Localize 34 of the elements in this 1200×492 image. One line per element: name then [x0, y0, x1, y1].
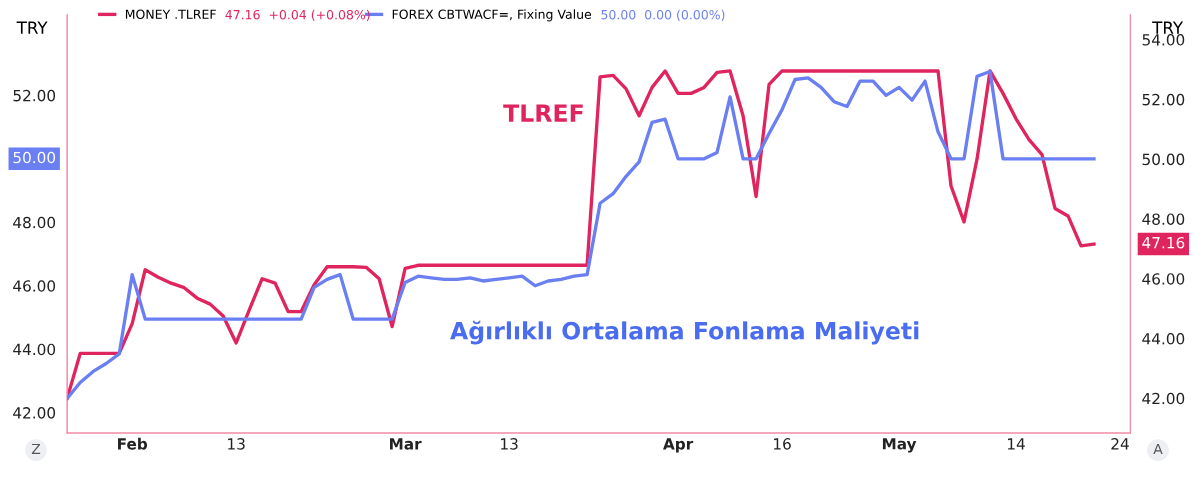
- y2-tick-label: 50.00: [1142, 153, 1185, 166]
- y-tick-label: 42.00: [13, 407, 56, 419]
- y-tick-label: 52.00: [13, 89, 56, 102]
- x-tick-label: 13: [501, 438, 518, 450]
- x-tick-label: 14: [1007, 438, 1025, 450]
- annotation: Ağırlıklı Ortalama Fonlama Maliyeti: [450, 320, 919, 345]
- text: 50.00: [13, 151, 56, 164]
- y2-tick-label: 48.00: [1142, 213, 1185, 225]
- y2-tick-label: 54.00: [1142, 34, 1185, 46]
- line-series: [67, 69, 1096, 400]
- annotation: 47.16 +0.04 (+0.08%): [225, 9, 370, 21]
- x-tick-label: Apr: [663, 438, 694, 453]
- y-tick-label: 48.00: [13, 216, 56, 229]
- y-axis-title: TRY: [16, 21, 48, 34]
- y-tick-label: 46.00: [13, 280, 56, 292]
- x-tick-label: May: [882, 438, 917, 453]
- legend-label: FOREX CBTWACF=, Fixing Value: [392, 9, 592, 22]
- x-tick-label: Feb: [118, 437, 148, 450]
- y2-tick-label: 42.00: [1142, 392, 1185, 405]
- annotation: TLREF: [503, 104, 583, 122]
- y-tick-label: 44.00: [13, 343, 56, 356]
- x-tick-label: Mar: [390, 438, 422, 450]
- y2-tick-label: 44.00: [1142, 332, 1185, 345]
- text: A: [1153, 443, 1163, 455]
- x-tick-label: 16: [774, 438, 791, 450]
- annotation: 50.00 0.00 (0.00%): [601, 9, 725, 21]
- text: Z: [31, 443, 41, 455]
- x-tick-label: 24: [1111, 438, 1129, 450]
- text: 47.16: [1142, 236, 1185, 249]
- y2-tick-label: 52.00: [1142, 93, 1185, 106]
- y2-axis-title: TRY: [1152, 21, 1184, 34]
- y2-tick-label: 46.00: [1142, 273, 1185, 285]
- x-tick-label: 13: [228, 438, 245, 450]
- legend-label: MONEY .TLREF: [125, 9, 216, 19]
